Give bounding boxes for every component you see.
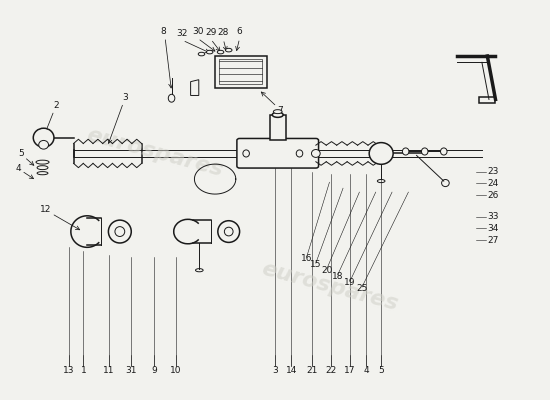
Ellipse shape xyxy=(33,128,54,147)
Bar xyxy=(215,56,267,88)
FancyBboxPatch shape xyxy=(237,138,318,168)
Text: 17: 17 xyxy=(344,366,356,375)
Text: 25: 25 xyxy=(356,284,368,293)
Text: 19: 19 xyxy=(344,278,356,287)
Ellipse shape xyxy=(217,50,224,54)
Text: 24: 24 xyxy=(487,179,499,188)
Text: 20: 20 xyxy=(321,266,332,275)
Text: 18: 18 xyxy=(332,272,343,281)
Text: 10: 10 xyxy=(170,366,182,375)
Text: 32: 32 xyxy=(177,29,188,38)
Text: eurospares: eurospares xyxy=(259,259,400,315)
Ellipse shape xyxy=(37,172,48,175)
Text: 23: 23 xyxy=(487,167,499,176)
Ellipse shape xyxy=(243,150,249,157)
Text: 21: 21 xyxy=(306,366,318,375)
Ellipse shape xyxy=(108,220,131,243)
Text: 15: 15 xyxy=(310,260,322,269)
Text: 5: 5 xyxy=(18,149,34,165)
Text: 4: 4 xyxy=(15,164,34,179)
Ellipse shape xyxy=(37,166,48,170)
Text: 8: 8 xyxy=(161,27,166,36)
Text: 9: 9 xyxy=(151,366,157,375)
Text: 31: 31 xyxy=(125,366,136,375)
Text: 3: 3 xyxy=(108,93,128,143)
Text: 14: 14 xyxy=(285,366,297,375)
Ellipse shape xyxy=(195,269,203,272)
Text: 2: 2 xyxy=(45,101,59,134)
Text: 11: 11 xyxy=(103,366,115,375)
Text: 28: 28 xyxy=(218,28,229,37)
Ellipse shape xyxy=(192,86,197,91)
Text: 1: 1 xyxy=(80,366,86,375)
Ellipse shape xyxy=(224,227,233,236)
Ellipse shape xyxy=(421,148,428,155)
Text: 4: 4 xyxy=(364,366,369,375)
Ellipse shape xyxy=(218,221,240,242)
Ellipse shape xyxy=(39,140,48,149)
Ellipse shape xyxy=(442,180,449,186)
Text: 27: 27 xyxy=(487,236,499,245)
Polygon shape xyxy=(191,80,199,96)
Text: 3: 3 xyxy=(272,366,278,375)
Text: 22: 22 xyxy=(325,366,336,375)
Text: 34: 34 xyxy=(487,224,499,233)
Ellipse shape xyxy=(377,180,385,183)
Text: 26: 26 xyxy=(487,191,499,200)
Text: 12: 12 xyxy=(40,205,80,230)
Ellipse shape xyxy=(168,94,175,102)
Ellipse shape xyxy=(206,50,213,54)
Text: 13: 13 xyxy=(63,366,75,375)
Ellipse shape xyxy=(369,143,393,164)
Text: 29: 29 xyxy=(205,28,217,37)
Text: 16: 16 xyxy=(301,254,312,263)
Text: 6: 6 xyxy=(236,27,243,36)
Text: eurospares: eurospares xyxy=(85,125,226,180)
Ellipse shape xyxy=(311,150,320,157)
Bar xyxy=(219,59,262,84)
Ellipse shape xyxy=(226,48,232,52)
Ellipse shape xyxy=(441,148,447,155)
Bar xyxy=(479,98,496,103)
Ellipse shape xyxy=(198,52,205,56)
Ellipse shape xyxy=(36,160,49,164)
Bar xyxy=(270,115,286,140)
Text: 7: 7 xyxy=(261,92,283,114)
Ellipse shape xyxy=(296,150,303,157)
Text: 5: 5 xyxy=(378,366,384,375)
Ellipse shape xyxy=(273,110,282,114)
Ellipse shape xyxy=(115,227,125,236)
Ellipse shape xyxy=(403,148,409,155)
Text: 30: 30 xyxy=(192,27,204,36)
Text: 33: 33 xyxy=(487,212,499,221)
Ellipse shape xyxy=(272,112,283,117)
